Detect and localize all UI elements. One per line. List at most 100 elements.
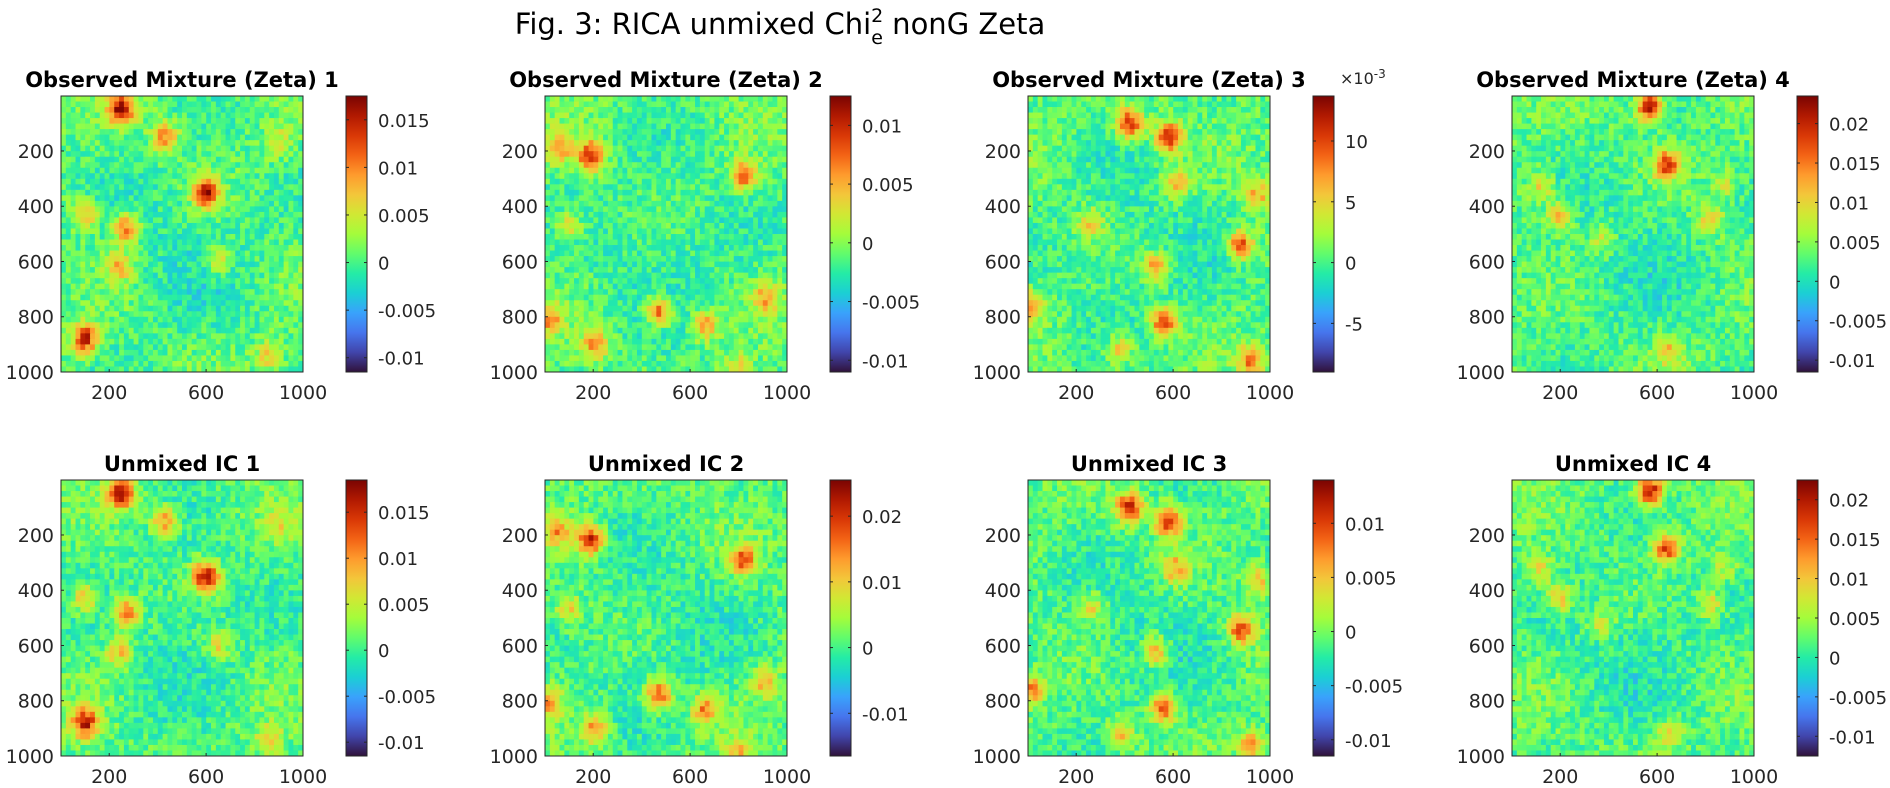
y-tick-label: 800 xyxy=(502,691,538,713)
colorbar-tick-label: 0 xyxy=(1345,254,1356,275)
colorbar-tick-label: 0 xyxy=(1829,272,1840,293)
colorbar-tick-label: -0.005 xyxy=(1829,312,1887,333)
colorbar-tick-label: 0.02 xyxy=(1829,115,1869,136)
colorbar-tick-label: -0.01 xyxy=(1829,727,1876,748)
y-tick-label: 600 xyxy=(1469,635,1505,657)
x-tick-label: 600 xyxy=(188,382,224,404)
colorbar-exponent: ×10-3 xyxy=(1340,67,1386,88)
y-tick-label: 800 xyxy=(502,307,538,329)
y-tick-label: 1000 xyxy=(973,746,1021,768)
colorbar-tick-label: 10 xyxy=(1345,132,1368,153)
y-tick-label: 1000 xyxy=(490,362,538,384)
y-tick-label: 600 xyxy=(1469,251,1505,273)
y-tick-label: 600 xyxy=(985,635,1021,657)
y-tick-label: 400 xyxy=(985,196,1021,218)
x-tick-label: 600 xyxy=(188,766,224,788)
colorbar xyxy=(1796,95,1819,373)
colorbar-tick-label: -0.005 xyxy=(1829,688,1887,709)
y-tick-label: 200 xyxy=(985,141,1021,163)
x-tick-label: 1000 xyxy=(279,766,327,788)
y-tick-label: 200 xyxy=(18,525,54,547)
colorbar-tick-label: 0.005 xyxy=(378,595,430,616)
panel-title: Unmixed IC 3 xyxy=(1071,452,1227,476)
x-tick-label: 1000 xyxy=(1246,766,1294,788)
x-tick-label: 1000 xyxy=(279,382,327,404)
heatmap-image xyxy=(61,480,303,756)
colorbar-tick-label: 0 xyxy=(1345,623,1356,644)
heatmap-image xyxy=(545,480,787,756)
x-tick-label: 1000 xyxy=(1730,382,1778,404)
axes-frame xyxy=(1511,479,1755,757)
colorbar-tick-label: 0.005 xyxy=(862,175,914,196)
y-tick-label: 400 xyxy=(985,580,1021,602)
colorbar-tick-label: 0.01 xyxy=(378,158,418,179)
colorbar-tick-label: -0.01 xyxy=(378,733,425,754)
colorbar-tick-label: 0 xyxy=(378,641,389,662)
colorbar-tick-label: -0.01 xyxy=(862,351,909,372)
colorbar xyxy=(829,95,852,373)
panel-title: Unmixed IC 1 xyxy=(104,452,260,476)
chart-panel-7: Unmixed IC 3 200 600 1000 200 400 600 800 1000 -0… xyxy=(973,452,1403,788)
figure-title-main: Fig. 3: RICA unmixed Chi xyxy=(515,7,871,41)
colorbar-tick-label: 0.01 xyxy=(862,573,902,594)
colorbar-tick-label: 0.005 xyxy=(1829,233,1881,254)
axes-frame xyxy=(544,479,788,757)
x-tick-label: 600 xyxy=(1155,382,1191,404)
x-tick-label: 1000 xyxy=(1246,382,1294,404)
y-tick-label: 400 xyxy=(1469,580,1505,602)
figure-title: Fig. 3: RICA unmixed Chi2 e nonG Zeta xyxy=(515,5,1045,49)
y-tick-label: 200 xyxy=(502,525,538,547)
colorbar-tick-label: 0 xyxy=(862,639,873,660)
colorbar-tick-label: 0.02 xyxy=(1829,491,1869,512)
axes-frame xyxy=(1027,479,1271,757)
colorbar xyxy=(345,95,368,373)
y-tick-label: 1000 xyxy=(490,746,538,768)
heatmap-image xyxy=(545,96,787,372)
colorbar-tick-label: 0.01 xyxy=(378,549,418,570)
x-tick-label: 600 xyxy=(672,766,708,788)
colorbar-tick-label: -0.01 xyxy=(1829,351,1876,372)
axes-frame xyxy=(1027,95,1271,373)
x-tick-label: 200 xyxy=(91,766,127,788)
heatmap-image xyxy=(1512,96,1754,372)
axes-frame xyxy=(544,95,788,373)
chart-panel-8: Unmixed IC 4 200 600 1000 200 400 600 800 1000 -0… xyxy=(1457,452,1887,788)
chart-panel-6: Unmixed IC 2 200 600 1000 200 400 600 800 1000 -0… xyxy=(490,452,909,788)
colorbar-tick-label: 0.005 xyxy=(1829,609,1881,630)
panel-title: Observed Mixture (Zeta) 4 xyxy=(1476,68,1790,92)
y-tick-label: 200 xyxy=(502,141,538,163)
colorbar-tick-label: 0.015 xyxy=(378,503,430,524)
colorbar xyxy=(345,479,368,757)
figure-title-tail: nonG Zeta xyxy=(883,7,1045,41)
chart-panel-3: Observed Mixture (Zeta) 3 200 600 1000 200 40… xyxy=(973,67,1386,404)
colorbar-tick-label: 0.01 xyxy=(1829,570,1869,591)
colorbar-tick-label: 0.015 xyxy=(1829,530,1881,551)
x-tick-label: 200 xyxy=(1058,766,1094,788)
colorbar-tick-label: -0.01 xyxy=(378,349,425,370)
colorbar-tick-label: -0.005 xyxy=(378,301,436,322)
colorbar-tick-label: 0.015 xyxy=(1829,154,1881,175)
colorbar-tick-label: 0.015 xyxy=(378,111,430,132)
colorbar-tick-label: 0.01 xyxy=(1829,193,1869,214)
heatmap-image xyxy=(1512,480,1754,756)
colorbar-tick-label: 0.005 xyxy=(378,206,430,227)
x-tick-label: 600 xyxy=(672,382,708,404)
chart-panel-5: Unmixed IC 1 200 600 1000 200 400 600 800 1000 -0… xyxy=(6,452,436,788)
colorbar xyxy=(1796,479,1819,757)
chart-panel-4: Observed Mixture (Zeta) 4 200 600 1000 200 40… xyxy=(1457,68,1887,404)
panel-title: Unmixed IC 4 xyxy=(1555,452,1711,476)
y-tick-label: 400 xyxy=(18,196,54,218)
chart-panel-1: Observed Mixture (Zeta) 1 200 600 1000 200 40… xyxy=(6,68,436,404)
y-tick-label: 1000 xyxy=(6,746,54,768)
y-tick-label: 800 xyxy=(1469,307,1505,329)
heatmap-image xyxy=(1028,96,1270,372)
x-tick-label: 1000 xyxy=(763,382,811,404)
y-tick-label: 200 xyxy=(1469,141,1505,163)
colorbar-tick-label: 0 xyxy=(1829,648,1840,669)
x-tick-label: 1000 xyxy=(1730,766,1778,788)
y-tick-label: 400 xyxy=(502,580,538,602)
colorbar-tick-label: 0 xyxy=(378,254,389,275)
y-tick-label: 200 xyxy=(18,141,54,163)
panel-title: Observed Mixture (Zeta) 1 xyxy=(25,68,339,92)
